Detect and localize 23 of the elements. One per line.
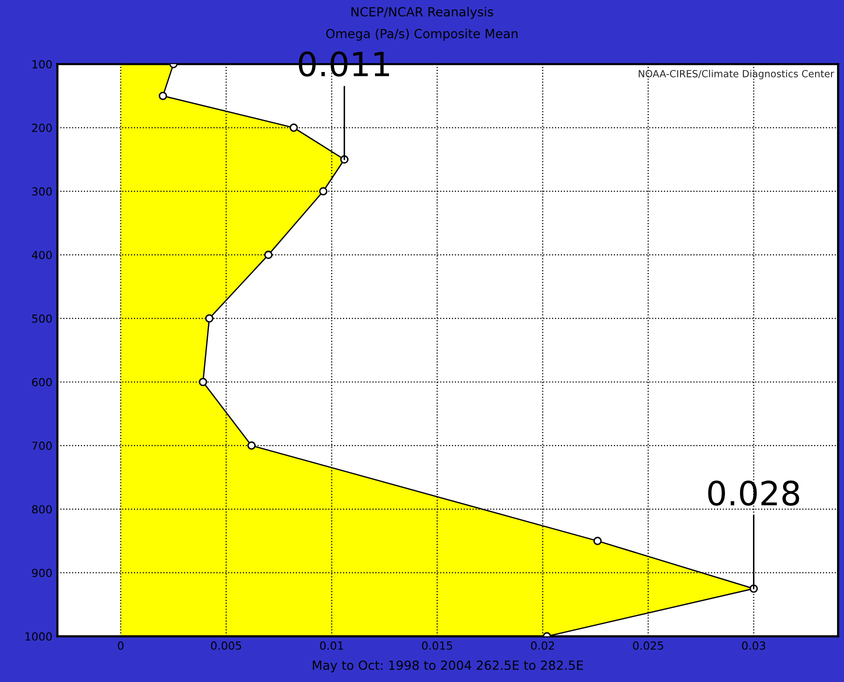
x-tick-label: 0.005 <box>211 641 242 650</box>
y-tick-label: 100 <box>32 60 52 68</box>
chart-subtitle: Omega (Pa/s) Composite Mean <box>326 28 518 41</box>
y-tick-label: 800 <box>32 505 52 514</box>
chart-title: NCEP/NCAR Reanalysis <box>352 6 494 19</box>
y-tick-label: 700 <box>32 442 52 450</box>
y-tick-label: 900 <box>32 568 52 578</box>
x-tick-label: 0.015 <box>422 641 452 650</box>
x-tick-label: 0.025 <box>633 641 664 650</box>
y-tick-label: 200 <box>32 124 52 132</box>
annotation: 0.011 <box>298 51 389 77</box>
y-tick-label: 1000 <box>25 632 52 641</box>
annotation: 0.028 <box>708 480 800 506</box>
x-tick-label: 0.03 <box>742 641 766 650</box>
y-tick-label: 400 <box>32 250 52 260</box>
y-tick-label: 300 <box>32 187 52 196</box>
x-tick-label: 0.01 <box>320 641 344 650</box>
y-tick-label: 500 <box>32 314 52 323</box>
y-tick-label: 600 <box>32 378 52 386</box>
annotation: NOAA-CIRES/Climate Diagnostics Center <box>638 70 834 80</box>
x-tick-label: 0 <box>118 641 124 650</box>
x-axis-title: May to Oct: 1998 to 2004 262.5E to 282.5E <box>312 660 583 672</box>
x-tick-label: 0.02 <box>531 641 554 650</box>
